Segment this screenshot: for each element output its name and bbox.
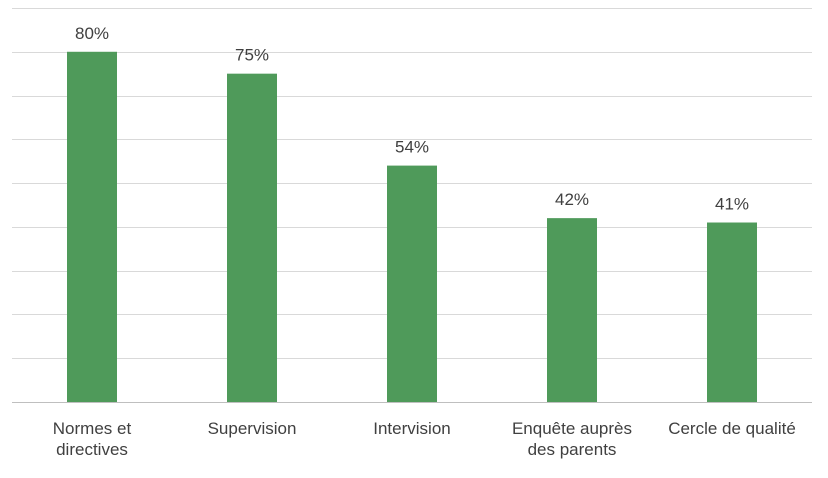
category-label-1: Normes et directives xyxy=(53,419,132,459)
bars xyxy=(67,51,757,403)
bar-4 xyxy=(547,218,597,402)
category-label-5: Cercle de qualité xyxy=(668,419,796,438)
bar-1 xyxy=(67,51,117,403)
category-label-3: Intervision xyxy=(373,419,450,438)
data-label-1: 80% xyxy=(75,24,109,43)
category-label-line: Intervision xyxy=(373,419,450,438)
category-label-2: Supervision xyxy=(208,419,297,438)
data-label-5: 41% xyxy=(715,195,749,214)
category-label-line: Cercle de qualité xyxy=(668,419,796,438)
data-labels: 80% 75% 54% 42% 41% xyxy=(75,24,749,214)
data-label-3: 54% xyxy=(395,138,429,157)
category-label-line: Supervision xyxy=(208,419,297,438)
category-label-line: Enquête auprès xyxy=(512,419,632,438)
category-labels: Normes et directives Supervision Intervisio… xyxy=(53,419,796,459)
category-label-line: Normes et xyxy=(53,419,132,438)
category-label-line: directives xyxy=(56,440,128,459)
category-label-line: des parents xyxy=(528,440,617,459)
bar-3 xyxy=(387,165,437,402)
category-label-4: Enquête auprès des parents xyxy=(512,419,632,459)
bar-5 xyxy=(707,222,757,402)
data-label-2: 75% xyxy=(235,46,269,65)
bar-2 xyxy=(227,73,277,403)
data-label-4: 42% xyxy=(555,190,589,209)
